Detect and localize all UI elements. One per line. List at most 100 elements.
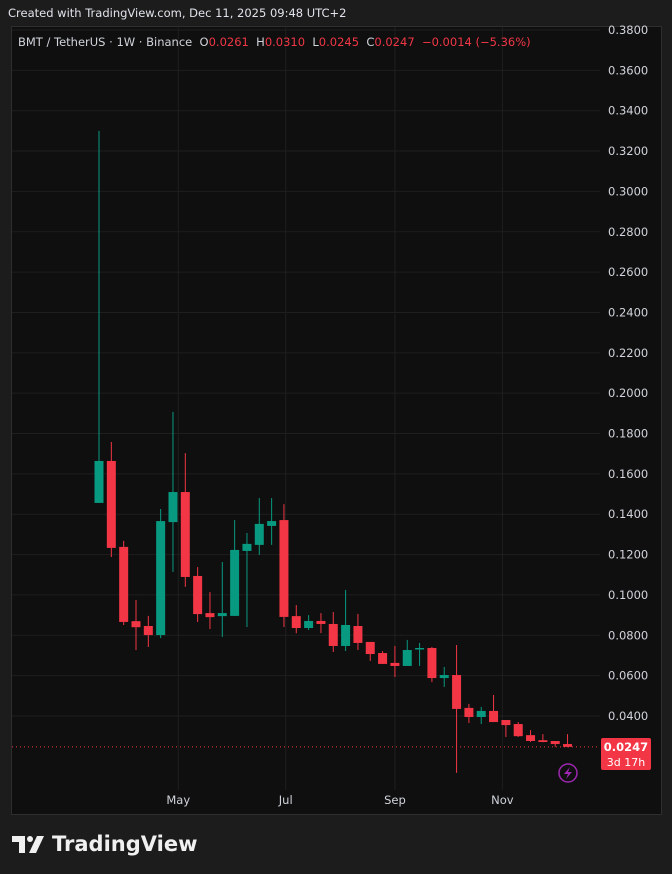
candle-body	[563, 744, 573, 747]
candle	[550, 741, 560, 747]
candles	[94, 130, 573, 773]
candle	[353, 613, 363, 651]
time-tick-label: Nov	[491, 793, 514, 807]
candle-body	[119, 546, 129, 622]
symbol-legend: BMT / TetherUS · 1W · Binance O0.0261 H0…	[18, 35, 531, 49]
created-with-caption: Created with TradingView.com, Dec 11, 20…	[8, 6, 347, 20]
candle	[94, 130, 104, 503]
price-tick-label: 0.3600	[608, 63, 648, 77]
candle-body	[267, 521, 277, 526]
open-label: O	[199, 35, 209, 49]
candle	[526, 730, 536, 743]
price-tick-label: 0.1400	[608, 507, 648, 521]
candle	[119, 540, 129, 625]
candle	[316, 613, 326, 634]
candle	[464, 703, 474, 724]
candle	[304, 615, 314, 631]
high-value: 0.0310	[264, 35, 306, 49]
price-axis[interactable]: 0.0400 0.0600 0.0800 0.1000 0.1200 0.1400 0.16…	[608, 23, 648, 723]
candle-body	[526, 735, 536, 742]
candle-body	[156, 521, 166, 636]
change-value: −0.0014 (−5.36%)	[421, 35, 531, 49]
candle-body	[452, 675, 462, 709]
symbol-title[interactable]: BMT / TetherUS · 1W · Binance	[18, 35, 193, 49]
time-tick-label: Sep	[384, 793, 406, 807]
candle	[168, 411, 178, 572]
open-value: 0.0261	[208, 35, 249, 49]
last-price-value: 0.0247	[604, 740, 648, 754]
candle-body	[242, 543, 252, 551]
candle	[205, 592, 215, 630]
candle-body	[550, 741, 560, 745]
time-tick-label: May	[166, 793, 190, 807]
candle	[279, 504, 289, 628]
candle-body	[538, 740, 548, 743]
candle	[143, 615, 153, 647]
candle-body	[439, 675, 449, 679]
price-tick-label: 0.0800	[608, 628, 648, 642]
price-tick-label: 0.1600	[608, 467, 648, 481]
candle	[476, 706, 486, 725]
price-tick-label: 0.2800	[608, 225, 648, 239]
candle	[365, 641, 375, 661]
candle-body	[402, 650, 412, 666]
candle	[156, 508, 166, 639]
price-tick-label: 0.2000	[608, 386, 648, 400]
candle-body	[279, 520, 289, 617]
candle-body	[304, 620, 314, 629]
candle-body	[143, 625, 153, 636]
tradingview-logo-icon	[12, 836, 44, 853]
price-tick-label: 0.0400	[608, 709, 648, 723]
candle-body	[476, 710, 486, 717]
candle	[501, 720, 511, 737]
candle	[489, 695, 499, 723]
candle-body	[427, 647, 437, 679]
price-tick-label: 0.3800	[608, 23, 648, 37]
lightning-icon[interactable]	[558, 763, 578, 783]
price-tick-label: 0.2200	[608, 346, 648, 360]
time-axis[interactable]: May Jul Sep Nov	[166, 793, 513, 807]
candle	[217, 562, 227, 637]
candle-body	[316, 620, 326, 624]
grid-lines	[12, 27, 600, 790]
close-value: 0.0247	[374, 35, 415, 49]
price-tick-label: 0.0600	[608, 669, 648, 683]
candle	[390, 645, 400, 678]
candle	[341, 589, 351, 652]
candle-body	[254, 523, 264, 545]
tradingview-logo[interactable]: TradingView	[12, 832, 197, 856]
candle-body	[168, 492, 178, 523]
candle	[563, 734, 573, 748]
candle	[230, 520, 240, 617]
price-tick-label: 0.2400	[608, 305, 648, 319]
candle-body	[341, 624, 351, 646]
candle	[378, 651, 388, 664]
candle	[106, 441, 116, 557]
candle	[513, 722, 523, 737]
low-value: 0.0245	[318, 35, 360, 49]
close-label: C	[366, 35, 375, 49]
price-tick-label: 0.1000	[608, 588, 648, 602]
price-tick-label: 0.1200	[608, 548, 648, 562]
candle	[427, 646, 437, 683]
bar-countdown: 3d 17h	[607, 756, 645, 769]
high-label: H	[256, 35, 265, 49]
candle-body	[464, 707, 474, 717]
candle	[538, 734, 548, 743]
candle-body	[131, 621, 141, 628]
brand-name: TradingView	[52, 832, 198, 856]
candle-body	[365, 641, 375, 655]
candle-body	[180, 492, 190, 577]
candle	[415, 642, 425, 666]
price-tick-label: 0.3400	[608, 104, 648, 118]
candle-body	[291, 616, 301, 629]
price-tick-label: 0.1800	[608, 427, 648, 441]
candle-body	[489, 710, 499, 723]
candle-body	[501, 720, 511, 726]
candle-body	[328, 623, 338, 646]
low-label: L	[312, 35, 319, 49]
price-tick-label: 0.3000	[608, 184, 648, 198]
time-tick-label: Jul	[278, 793, 293, 807]
chart-panel[interactable]	[11, 26, 662, 815]
